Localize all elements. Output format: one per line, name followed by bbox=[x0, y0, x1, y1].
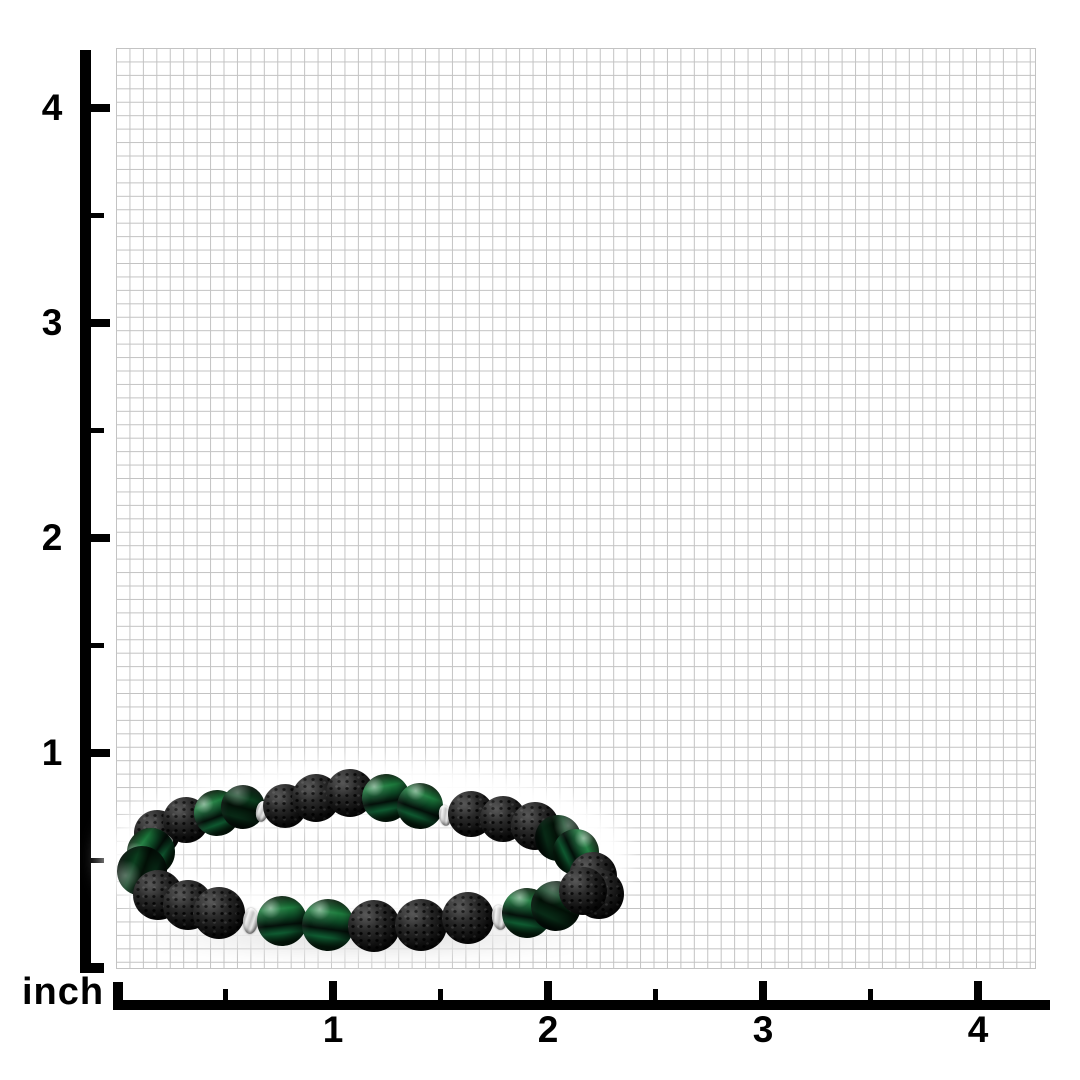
vertical-ruler-bar bbox=[80, 50, 91, 973]
bead-lava bbox=[559, 867, 607, 915]
bead-lava bbox=[193, 887, 245, 939]
tick-major bbox=[544, 981, 552, 1000]
tick-minor bbox=[653, 989, 658, 1000]
ruler-label: 3 bbox=[41, 302, 63, 343]
ruler-label: 2 bbox=[41, 517, 63, 558]
tick-minor bbox=[91, 213, 104, 218]
bead-lava bbox=[348, 900, 400, 952]
tick-minor bbox=[868, 989, 873, 1000]
tick-major bbox=[91, 104, 110, 112]
vertical-ruler-zero-foot bbox=[80, 963, 104, 973]
ruler-label: 3 bbox=[752, 1009, 774, 1050]
bead-lava bbox=[442, 892, 494, 944]
tick-minor bbox=[91, 643, 104, 648]
ruler-label: 1 bbox=[322, 1009, 344, 1050]
tick-minor bbox=[223, 989, 228, 1000]
horizontal-ruler-zero-cap bbox=[113, 982, 123, 1010]
tick-major bbox=[329, 981, 337, 1000]
ruler-label: 4 bbox=[967, 1009, 989, 1050]
ruler-label: 1 bbox=[41, 732, 63, 773]
ruler-label: 4 bbox=[41, 87, 63, 128]
bead-lava bbox=[395, 899, 447, 951]
tick-major bbox=[759, 981, 767, 1000]
ruler-label: 2 bbox=[537, 1009, 559, 1050]
inch-unit-label: inch bbox=[22, 971, 105, 1013]
tick-major bbox=[91, 319, 110, 327]
tick-major bbox=[91, 534, 110, 542]
tick-minor bbox=[91, 428, 104, 433]
tick-major bbox=[91, 749, 110, 757]
tick-minor bbox=[438, 989, 443, 1000]
tick-minor bbox=[91, 858, 104, 863]
horizontal-ruler-bar bbox=[113, 1000, 1050, 1010]
tick-major bbox=[974, 981, 982, 1000]
